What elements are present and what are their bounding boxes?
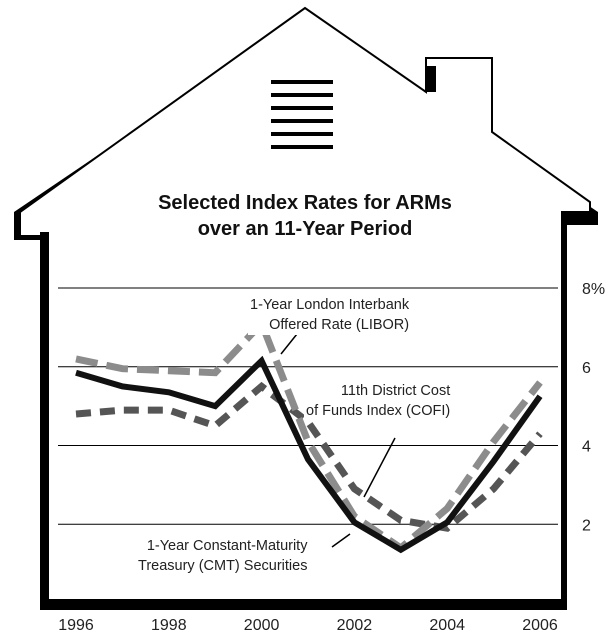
- x-tick-label: 2002: [337, 617, 373, 634]
- libor-line: [75, 316, 543, 553]
- libor-annotation: 1-Year London Interbank Offered Rate (LI…: [248, 295, 412, 335]
- tick-labels: 1996 1998 2000 2002 2004 2006 8% 6 4 2: [58, 281, 605, 634]
- cmt-annotation-line2: Treasury (CMT) Securities: [138, 558, 308, 574]
- leader-lines: [280, 333, 396, 548]
- chart-title: Selected Index Rates for ARMs: [158, 192, 452, 214]
- cmt-annotation: 1-Year Constant-Maturity Treasury (CMT) …: [136, 536, 310, 576]
- cmt-line: [75, 355, 543, 554]
- libor-annotation-line1: 1-Year London Interbank: [250, 297, 410, 313]
- cofi-annotation-line1: 11th District Cost: [340, 383, 451, 399]
- cofi-annotation: 11th District Cost of Funds Index (COFI): [304, 381, 453, 421]
- x-tick-label: 2000: [244, 617, 280, 634]
- libor-annotation-line2: Offered Rate (LIBOR): [269, 317, 410, 333]
- y-tick-label: 4: [582, 439, 591, 456]
- chart-subtitle: over an 11-Year Period: [197, 218, 413, 240]
- house-bottom-wall: [40, 600, 567, 609]
- attic-vent: [271, 80, 333, 149]
- x-tick-label: 1998: [151, 617, 187, 634]
- chimney-side-shadow: [426, 66, 436, 92]
- y-tick-label: 6: [582, 360, 591, 377]
- cmt-annotation-line1: 1-Year Constant-Maturity: [146, 538, 308, 554]
- y-tick-label: 2: [582, 517, 591, 534]
- x-tick-label: 2004: [429, 617, 465, 634]
- x-tick-label: 1996: [58, 617, 94, 634]
- libor-leader: [280, 333, 298, 355]
- cofi-annotation-line2: of Funds Index (COFI): [306, 403, 451, 419]
- x-tick-label: 2006: [522, 617, 558, 634]
- cofi-leader: [363, 437, 396, 498]
- y-tick-label: 8%: [582, 281, 605, 298]
- cofi-line: [75, 381, 543, 532]
- series-layer: [75, 316, 543, 554]
- grid-lines: [58, 287, 558, 525]
- house-left-wall: [40, 232, 49, 608]
- cmt-leader: [331, 533, 351, 548]
